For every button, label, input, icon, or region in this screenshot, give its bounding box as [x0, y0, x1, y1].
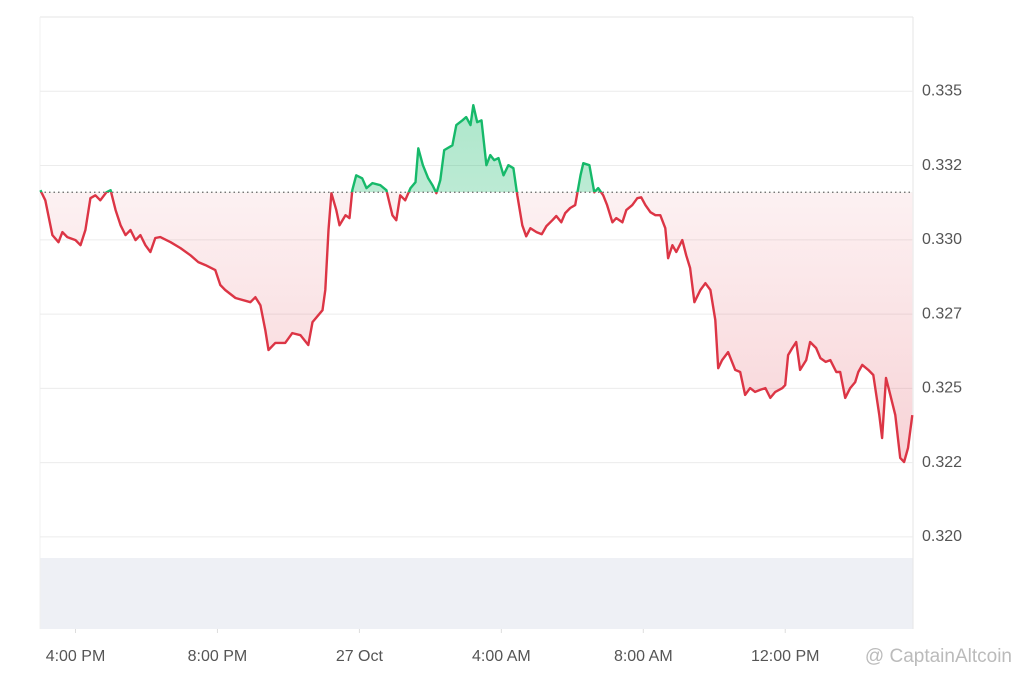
y-tick-label: 0.322: [922, 454, 962, 471]
y-tick-label: 0.325: [922, 380, 962, 397]
x-tick-label: 8:00 AM: [614, 648, 673, 665]
volume-band: [40, 558, 913, 629]
x-tick-label: 8:00 PM: [188, 648, 248, 665]
x-tick-label: 12:00 PM: [751, 648, 819, 665]
area-down: [40, 192, 913, 462]
y-tick-label: 0.320: [922, 528, 962, 545]
watermark: @ CaptainAltcoin: [865, 646, 1012, 667]
area-up: [40, 105, 602, 193]
y-tick-label: 0.332: [922, 157, 962, 174]
y-tick-label: 0.335: [922, 82, 962, 99]
x-tick-label: 4:00 PM: [46, 648, 106, 665]
y-tick-label: 0.330: [922, 231, 962, 248]
price-line-down: [40, 192, 914, 464]
y-tick-label: 0.327: [922, 305, 962, 322]
x-tick-label: 4:00 AM: [472, 648, 531, 665]
price-line-up: [39, 104, 603, 193]
x-tick-label: 27 Oct: [336, 648, 384, 665]
